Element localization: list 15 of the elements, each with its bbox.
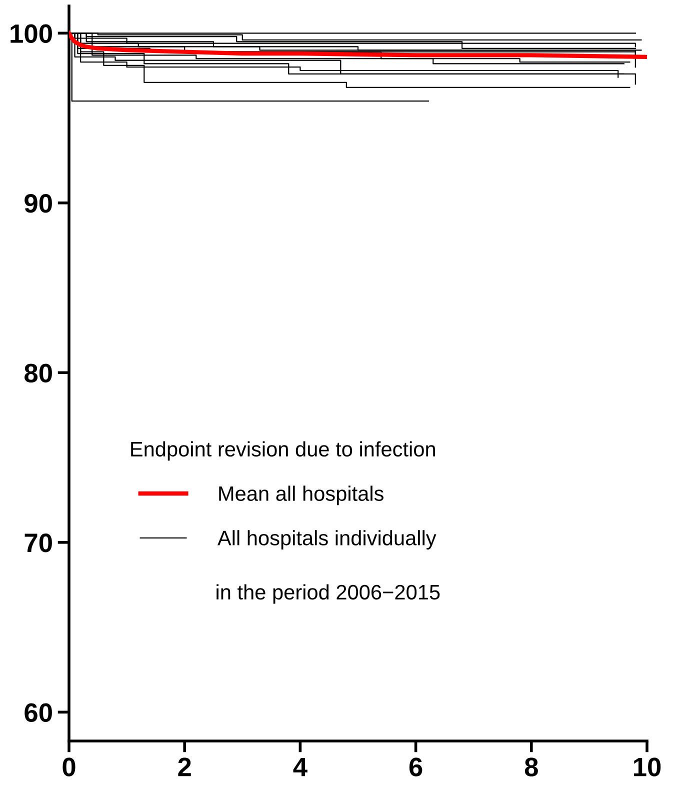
y-tick-label: 60 (24, 703, 52, 722)
y-tick-label: 100 (10, 24, 52, 43)
x-tick-label: 6 (409, 758, 422, 776)
annotation: in the period 2006−2015 (216, 584, 440, 604)
x-tick-label: 4 (293, 758, 308, 776)
y-tick-label: 80 (24, 364, 52, 382)
x-tick-label: 8 (524, 758, 538, 776)
x-tick-label: 0 (62, 758, 76, 776)
legend-title: Endpoint revision due to infection (131, 441, 435, 461)
legend-label: Mean all hospitals (219, 486, 384, 506)
y-tick-label: 90 (24, 194, 52, 213)
y-tick-label: 70 (24, 534, 52, 552)
legend-label: All hospitals individually (217, 530, 436, 550)
x-tick-label: 10 (634, 758, 661, 776)
x-tick-label: 2 (178, 758, 191, 776)
